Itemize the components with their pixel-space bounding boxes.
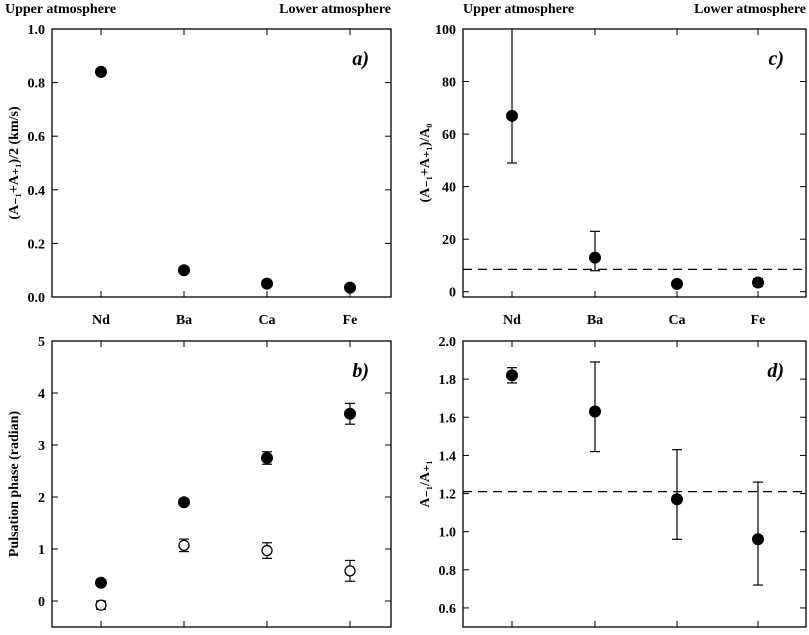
panel-d-ytick-label: 1.8 xyxy=(439,373,457,388)
panel-a-category-label: Fe xyxy=(343,313,358,328)
panel-c-ylabel: (A₋₁+A₊₁)/A₀ xyxy=(418,124,433,203)
panel-d-ytick-label: 0.6 xyxy=(439,602,457,617)
panel-a-points xyxy=(95,65,356,294)
panel-b-ytick-label: 5 xyxy=(38,335,45,350)
panel-b-data-point xyxy=(261,544,273,557)
panel-d-letter: d) xyxy=(767,360,784,382)
panel-d-data-point xyxy=(589,405,601,418)
panel-d-data-point xyxy=(752,533,764,546)
panel-b-ytick-label: 1 xyxy=(38,543,45,558)
panel-a-letter: a) xyxy=(352,48,369,70)
panel-a-ytick-label: 0.2 xyxy=(28,237,46,252)
panel-d-ytick-label: 2.0 xyxy=(439,335,457,350)
panel-b-ytick-label: 2 xyxy=(38,491,45,506)
panel-d-data-point xyxy=(671,493,683,506)
panel-a-chart: 0.0 0.2 0.4 0.6 0.8 1.0 Nd Ba Ca Fe (A₋₁+A₊₁)/2 (k… xyxy=(7,23,392,328)
panel-d-ytick-label: 1.2 xyxy=(439,488,457,503)
panel-a-data-point xyxy=(344,281,356,294)
panel-d-ytick-label: 1.6 xyxy=(439,411,457,426)
panel-b-data-point xyxy=(95,576,107,589)
panel-c-points xyxy=(506,29,764,290)
panel-c-ytick-label: 40 xyxy=(442,181,456,196)
panel-c-ytick-label: 20 xyxy=(442,233,456,248)
panel-c-category-label: Nd xyxy=(503,313,521,328)
panel-c-ytick-label: 80 xyxy=(442,76,456,91)
panel-a-data-point xyxy=(261,277,273,290)
panel-b-data-point xyxy=(344,407,356,420)
panel-a-data-point xyxy=(95,65,107,78)
panel-c-data-point xyxy=(589,251,601,264)
panel-c-data-point xyxy=(506,109,518,122)
header-left-lower-atmosphere: Lower atmosphere xyxy=(279,2,391,17)
panel-d-points xyxy=(506,361,764,586)
header-right-upper-atmosphere: Upper atmosphere xyxy=(463,2,574,17)
panel-a-category-label: Ba xyxy=(176,313,192,328)
panel-d-ytick-label: 1.4 xyxy=(439,449,457,464)
panel-b-data-point xyxy=(344,565,356,577)
panel-d-ylabel: A₋₁/A₊₁ xyxy=(418,460,433,507)
panel-c-category-label: Ca xyxy=(668,313,685,328)
panel-b-chart: 012345NdBaCaFePulsation phase (radian)b) xyxy=(7,335,392,628)
panel-c-data-point xyxy=(752,276,764,289)
panel-a-ytick-label: 0.8 xyxy=(28,77,46,92)
panel-b-ytick-label: 0 xyxy=(38,595,45,610)
panel-b-ytick-label: 3 xyxy=(38,439,45,454)
panel-b-ylabel: Pulsation phase (radian) xyxy=(7,411,22,558)
header-right-lower-atmosphere: Lower atmosphere xyxy=(694,2,806,17)
panel-b-points xyxy=(95,402,356,611)
panel-a-ylabel: (A₋₁+A₊₁)/2 (km/s) xyxy=(7,106,22,220)
panel-d-data-point xyxy=(506,369,518,382)
panel-b-data-point xyxy=(95,599,107,611)
panel-a-ytick-label: 0.6 xyxy=(28,130,46,145)
panel-a-frame xyxy=(51,28,392,298)
panel-d-ytick-label: 0.8 xyxy=(439,564,457,579)
panel-d-frame xyxy=(462,340,807,628)
panel-b-ytick-label: 4 xyxy=(38,387,45,402)
panel-c-category-label: Ba xyxy=(587,313,603,328)
panel-c-ytick-label: 100 xyxy=(435,23,456,38)
panel-a-ytick-label: 0.4 xyxy=(28,184,46,199)
panel-b-data-point xyxy=(261,452,273,464)
header-left-upper-atmosphere: Upper atmosphere xyxy=(5,2,116,17)
panel-c-ytick-label: 0 xyxy=(449,286,456,301)
panel-a-data-point xyxy=(178,264,190,277)
panel-a-ytick-label: 0.0 xyxy=(28,291,46,306)
panel-b-data-point xyxy=(178,539,190,552)
panel-c-chart: 0 20 40 60 80 100 Nd Ba Ca Fe (A₋₁+A₊₁)/A₀ c) xyxy=(418,23,807,328)
panel-c-data-point xyxy=(671,277,683,290)
panel-d-ytick-label: 1.0 xyxy=(439,526,457,541)
panel-c-letter: c) xyxy=(768,48,784,70)
panel-c-category-label: Fe xyxy=(751,313,766,328)
panel-d-chart: 0.60.81.01.21.41.61.82.0NdBaCaFeA₋₁/A₊₁d… xyxy=(418,335,807,628)
panel-a-ytick-label: 1.0 xyxy=(28,23,46,38)
panel-c-ytick-label: 60 xyxy=(442,128,456,143)
panel-c-frame xyxy=(462,28,807,298)
panel-b-data-point xyxy=(178,496,190,509)
panel-b-letter: b) xyxy=(352,360,369,382)
panel-a-category-label: Ca xyxy=(258,313,275,328)
panel-b-frame xyxy=(51,340,392,628)
panel-a-category-label: Nd xyxy=(92,313,110,328)
